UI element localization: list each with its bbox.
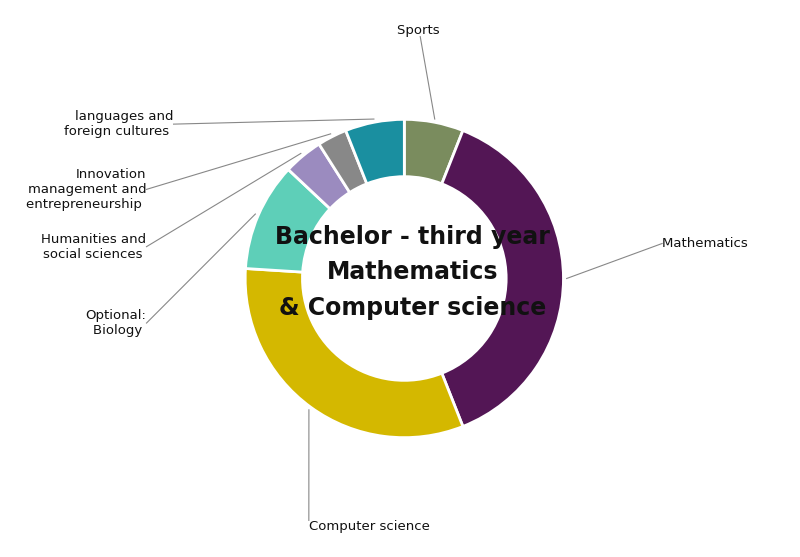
Wedge shape [288,144,350,209]
Text: Bachelor - third year
Mathematics
& Computer science: Bachelor - third year Mathematics & Comp… [275,224,550,320]
Text: Sports: Sports [397,23,444,37]
Wedge shape [404,119,463,184]
Text: Optional:
Biology: Optional: Biology [86,309,146,337]
Wedge shape [245,268,463,438]
Text: Humanities and
social sciences: Humanities and social sciences [42,233,146,261]
Text: Computer science: Computer science [309,520,434,534]
Wedge shape [319,130,367,193]
Text: Mathematics: Mathematics [662,237,752,250]
Text: languages and
foreign cultures: languages and foreign cultures [64,110,174,138]
Wedge shape [346,119,404,184]
Wedge shape [442,130,563,427]
Text: Innovation
management and
entrepreneurship: Innovation management and entrepreneursh… [26,168,146,211]
Wedge shape [246,169,330,272]
